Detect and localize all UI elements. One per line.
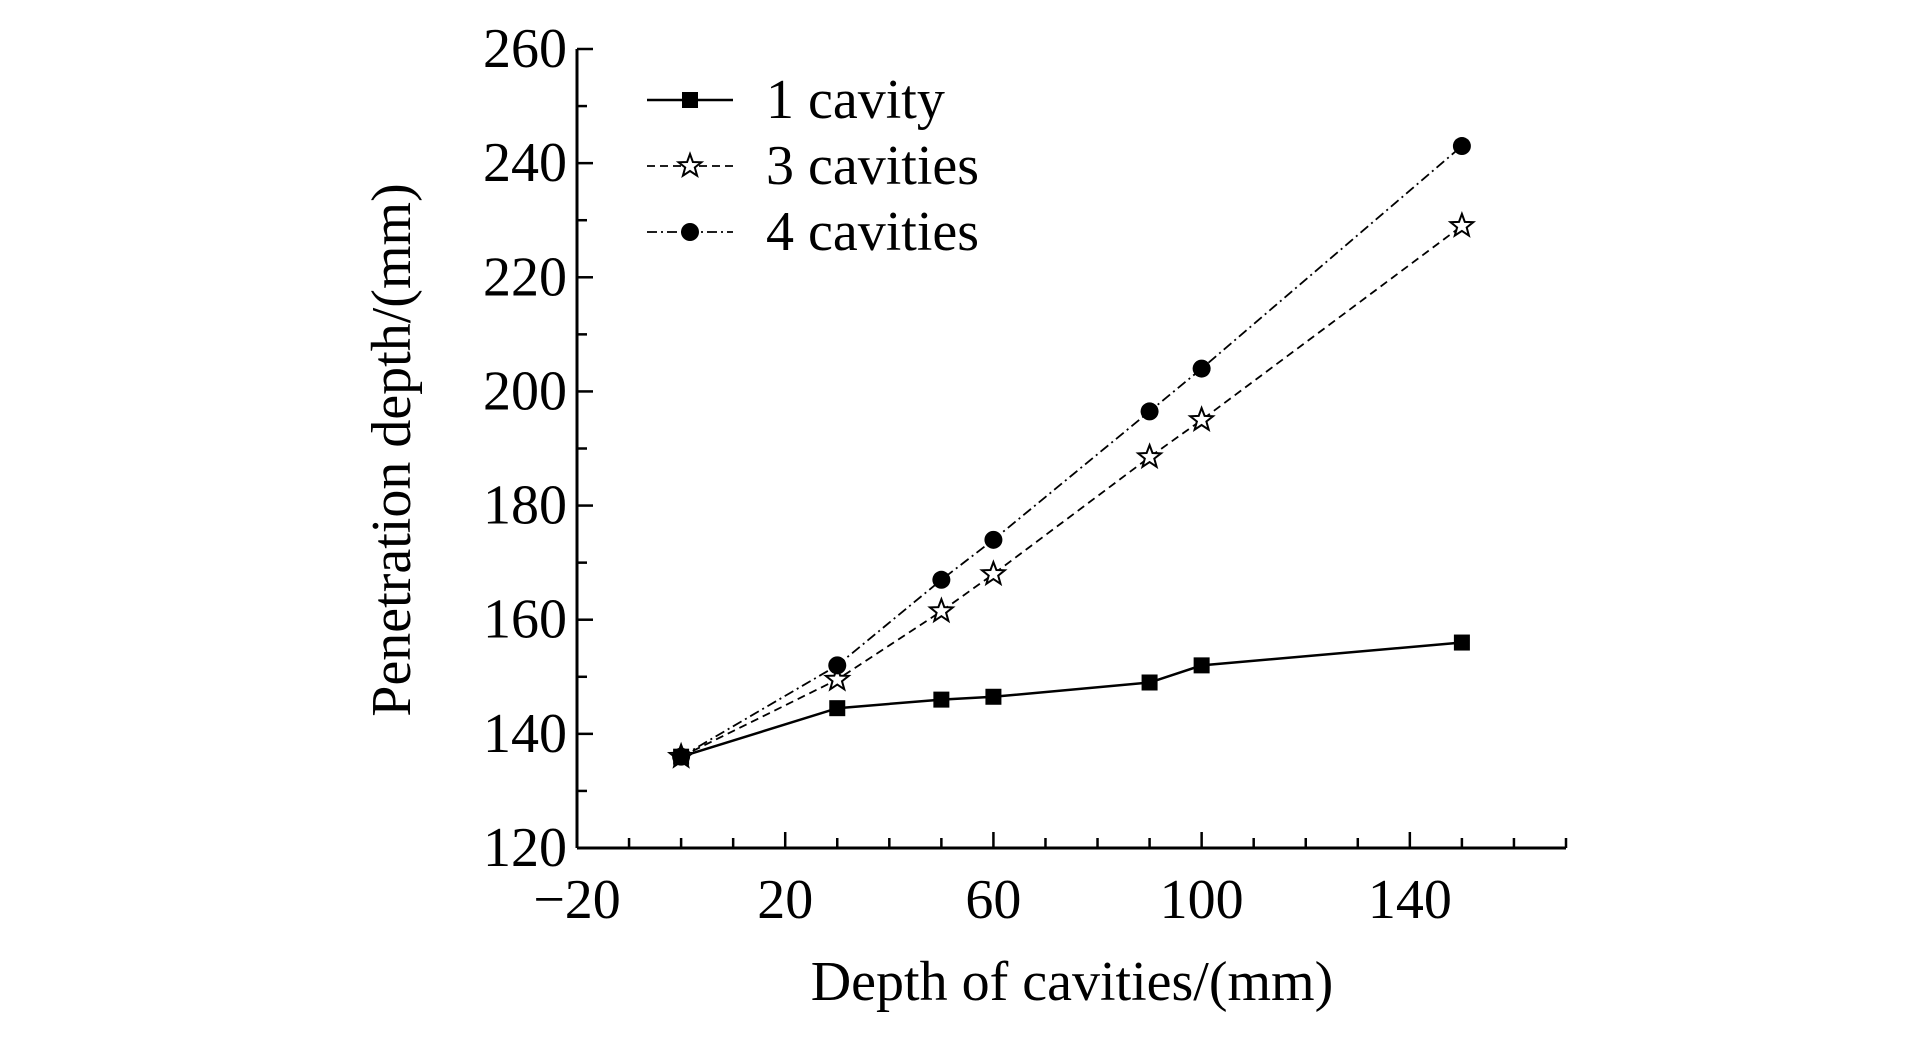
legend-marker-square xyxy=(682,92,698,108)
data-point-circle xyxy=(932,570,951,589)
legend-item: 1 cavity xyxy=(647,69,945,131)
series-4-cavities xyxy=(672,137,1471,766)
legend-item: 4 cavities xyxy=(647,201,979,263)
series-1-cavity xyxy=(673,634,1470,765)
legend-label: 1 cavity xyxy=(766,69,945,131)
data-point-star xyxy=(1187,405,1216,433)
data-point-circle xyxy=(672,747,691,766)
x-tick-label: 100 xyxy=(1160,869,1244,931)
data-point-circle xyxy=(828,656,847,675)
y-axis-title: Penetration depth/(mm) xyxy=(361,183,423,716)
data-point-star xyxy=(1447,210,1477,238)
y-tick-label: 200 xyxy=(483,360,567,422)
y-tick-label: 120 xyxy=(483,817,567,879)
x-tick-label: 140 xyxy=(1368,869,1452,931)
axes: −20 20 60 100 140 120 140 160 180 200 220 240 260 xyxy=(483,18,1568,931)
legend-label: 4 cavities xyxy=(766,201,979,263)
series-line xyxy=(680,225,1463,758)
data-point-square xyxy=(933,691,950,708)
data-point-square xyxy=(1141,674,1158,691)
legend-item: 3 cavities xyxy=(647,135,979,197)
series-group xyxy=(666,137,1477,769)
data-point-circle xyxy=(1140,402,1159,421)
data-point-star xyxy=(927,596,956,624)
y-tick-label: 140 xyxy=(483,703,567,765)
data-point-circle xyxy=(1192,359,1211,378)
data-point-square xyxy=(1193,657,1210,674)
y-tick-label: 180 xyxy=(483,475,567,537)
data-point-square xyxy=(1453,634,1470,651)
x-tick-label: −20 xyxy=(533,869,621,931)
y-tick-label: 160 xyxy=(483,589,567,651)
legend-marker-circle xyxy=(681,223,699,241)
series-3-cavities xyxy=(666,210,1477,769)
data-point-circle xyxy=(984,530,1003,549)
legend-label: 3 cavities xyxy=(766,135,979,197)
data-point-star xyxy=(1135,442,1164,470)
data-point-square xyxy=(985,688,1002,705)
y-tick-label: 240 xyxy=(483,132,567,194)
data-point-square xyxy=(829,700,846,717)
legend-marker-star xyxy=(675,151,705,179)
x-axis-title: Depth of cavities/(mm) xyxy=(811,951,1334,1013)
x-tick-label: 60 xyxy=(965,869,1021,931)
y-tick-label: 260 xyxy=(483,18,567,80)
y-tick-label: 220 xyxy=(483,246,567,308)
data-point-star xyxy=(979,559,1008,587)
x-tick-label: 20 xyxy=(757,869,813,931)
data-point-circle xyxy=(1452,137,1471,156)
data-point-star xyxy=(823,664,852,692)
